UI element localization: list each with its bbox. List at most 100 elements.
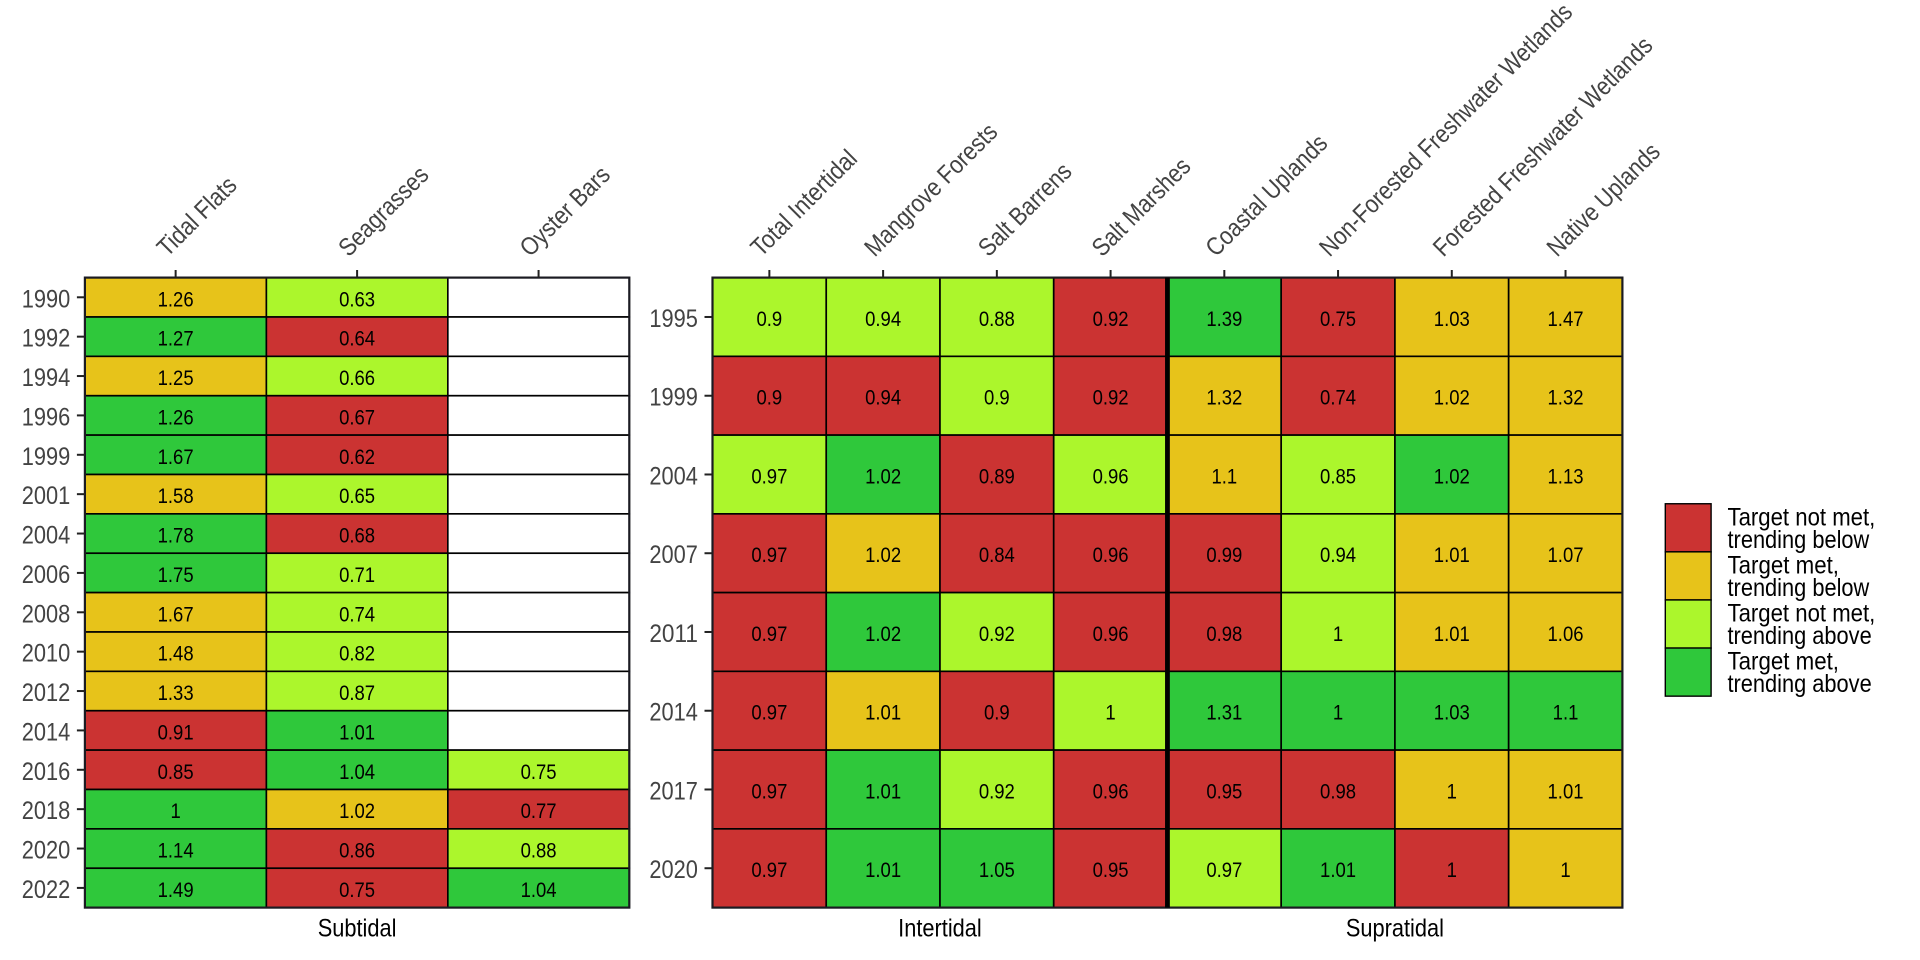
svg-text:0.9: 0.9	[757, 306, 783, 331]
svg-text:0.62: 0.62	[339, 444, 375, 469]
svg-text:0.97: 0.97	[751, 700, 787, 725]
svg-text:Target met,: Target met,	[1728, 551, 1840, 579]
svg-text:1.67: 1.67	[158, 601, 194, 626]
svg-text:0.82: 0.82	[339, 641, 375, 666]
svg-text:0.65: 0.65	[339, 483, 375, 508]
svg-text:0.97: 0.97	[751, 857, 787, 882]
svg-text:2014: 2014	[22, 718, 71, 746]
svg-text:1: 1	[1560, 857, 1570, 882]
svg-text:1.01: 1.01	[1320, 857, 1356, 882]
svg-text:1.02: 1.02	[1434, 385, 1470, 410]
svg-text:1.47: 1.47	[1548, 306, 1584, 331]
svg-text:0.75: 0.75	[339, 877, 375, 902]
svg-text:0.94: 0.94	[865, 306, 901, 331]
svg-text:1.04: 1.04	[339, 759, 375, 784]
svg-text:0.63: 0.63	[339, 286, 375, 311]
svg-text:1: 1	[170, 798, 180, 823]
svg-text:1990: 1990	[22, 285, 71, 313]
svg-text:1996: 1996	[22, 403, 71, 431]
svg-text:1.27: 1.27	[158, 326, 194, 351]
svg-text:0.64: 0.64	[339, 326, 375, 351]
svg-text:0.95: 0.95	[1206, 778, 1242, 803]
svg-text:0.75: 0.75	[1320, 306, 1356, 331]
svg-text:0.99: 0.99	[1206, 542, 1242, 567]
svg-text:2007: 2007	[649, 541, 698, 569]
svg-text:1.02: 1.02	[339, 798, 375, 823]
svg-text:2006: 2006	[22, 561, 71, 589]
svg-text:1.02: 1.02	[865, 621, 901, 646]
svg-text:0.98: 0.98	[1206, 621, 1242, 646]
svg-text:0.92: 0.92	[979, 621, 1015, 646]
svg-text:1994: 1994	[22, 364, 71, 392]
svg-text:1: 1	[1447, 778, 1457, 803]
svg-text:trending below: trending below	[1728, 574, 1870, 602]
svg-text:0.97: 0.97	[751, 778, 787, 803]
svg-text:0.96: 0.96	[1093, 542, 1129, 567]
svg-text:Supratidal: Supratidal	[1346, 915, 1444, 943]
svg-text:Target not met,: Target not met,	[1728, 503, 1876, 531]
svg-text:1.25: 1.25	[158, 365, 194, 390]
svg-text:1.02: 1.02	[865, 542, 901, 567]
svg-text:2010: 2010	[22, 640, 71, 668]
svg-text:1999: 1999	[649, 384, 698, 412]
svg-text:1992: 1992	[22, 325, 71, 353]
svg-text:1.13: 1.13	[1548, 463, 1584, 488]
svg-text:1.58: 1.58	[158, 483, 194, 508]
svg-text:0.98: 0.98	[1320, 778, 1356, 803]
svg-text:1.67: 1.67	[158, 444, 194, 469]
svg-text:0.86: 0.86	[339, 838, 375, 863]
svg-text:0.92: 0.92	[1093, 306, 1129, 331]
svg-text:0.92: 0.92	[1093, 385, 1129, 410]
svg-text:1.1: 1.1	[1553, 700, 1579, 725]
svg-text:0.97: 0.97	[751, 621, 787, 646]
svg-text:1.49: 1.49	[158, 877, 194, 902]
svg-text:1.32: 1.32	[1206, 385, 1242, 410]
svg-text:0.97: 0.97	[1206, 857, 1242, 882]
svg-text:1.32: 1.32	[1548, 385, 1584, 410]
svg-text:2004: 2004	[22, 522, 71, 550]
svg-text:Target met,: Target met,	[1728, 648, 1840, 676]
svg-text:2022: 2022	[22, 876, 71, 904]
svg-text:0.85: 0.85	[1320, 463, 1356, 488]
svg-text:1.31: 1.31	[1206, 700, 1242, 725]
svg-text:1.01: 1.01	[865, 857, 901, 882]
svg-text:0.9: 0.9	[984, 385, 1010, 410]
svg-text:1.39: 1.39	[1206, 306, 1242, 331]
svg-text:1.1: 1.1	[1211, 463, 1237, 488]
svg-text:1.01: 1.01	[865, 700, 901, 725]
svg-text:0.96: 0.96	[1093, 778, 1129, 803]
svg-text:1.02: 1.02	[865, 463, 901, 488]
svg-text:2014: 2014	[649, 699, 698, 727]
svg-text:1.06: 1.06	[1548, 621, 1584, 646]
svg-text:1.26: 1.26	[158, 286, 194, 311]
svg-text:0.87: 0.87	[339, 680, 375, 705]
svg-text:0.66: 0.66	[339, 365, 375, 390]
svg-text:1.48: 1.48	[158, 641, 194, 666]
svg-text:2018: 2018	[22, 797, 71, 825]
svg-text:0.88: 0.88	[979, 306, 1015, 331]
svg-text:2020: 2020	[649, 856, 698, 884]
svg-text:0.95: 0.95	[1093, 857, 1129, 882]
svg-text:0.97: 0.97	[751, 463, 787, 488]
svg-text:1.01: 1.01	[1434, 621, 1470, 646]
svg-text:0.68: 0.68	[339, 523, 375, 548]
svg-text:0.9: 0.9	[984, 700, 1010, 725]
svg-text:1.07: 1.07	[1548, 542, 1584, 567]
svg-text:0.96: 0.96	[1093, 463, 1129, 488]
svg-text:2012: 2012	[22, 679, 71, 707]
svg-text:1.75: 1.75	[158, 562, 194, 587]
svg-text:1: 1	[1333, 700, 1343, 725]
svg-text:Subtidal: Subtidal	[318, 915, 397, 943]
svg-text:2004: 2004	[649, 462, 698, 490]
svg-text:0.91: 0.91	[158, 719, 194, 744]
svg-text:0.85: 0.85	[158, 759, 194, 784]
svg-text:1.03: 1.03	[1434, 700, 1470, 725]
svg-text:1.78: 1.78	[158, 523, 194, 548]
svg-text:1.03: 1.03	[1434, 306, 1470, 331]
svg-text:1.02: 1.02	[1434, 463, 1470, 488]
svg-text:1.01: 1.01	[1434, 542, 1470, 567]
svg-text:0.75: 0.75	[521, 759, 557, 784]
svg-text:0.84: 0.84	[979, 542, 1015, 567]
svg-text:0.89: 0.89	[979, 463, 1015, 488]
svg-text:0.94: 0.94	[1320, 542, 1356, 567]
